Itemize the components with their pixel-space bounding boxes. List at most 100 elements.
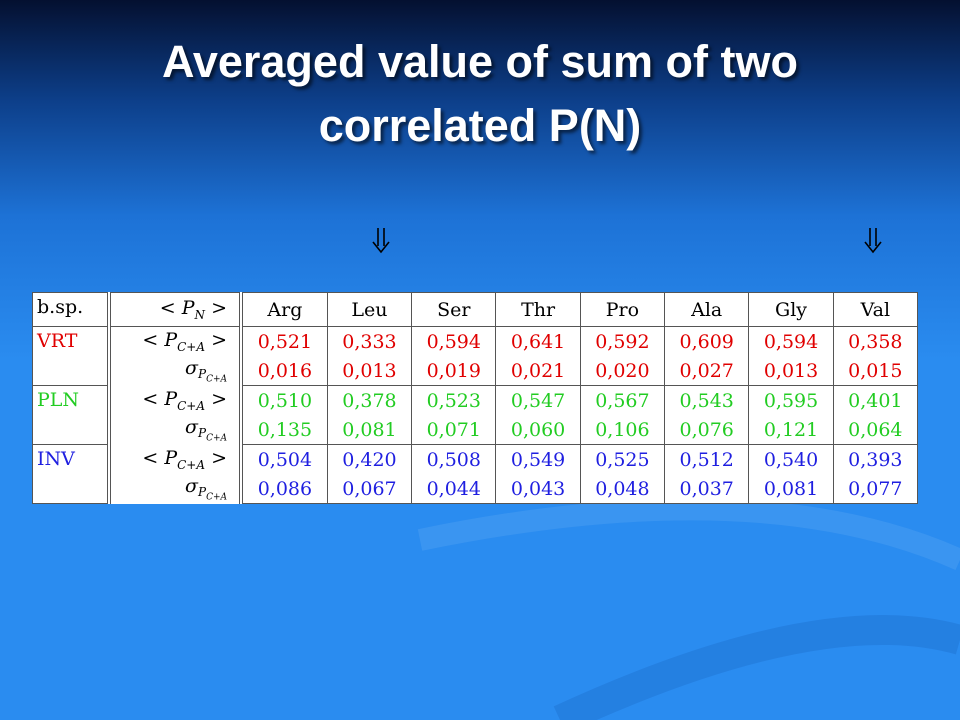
subscript-text: C+A	[206, 374, 227, 385]
value-cell: 0,595	[748, 385, 834, 415]
value-cell: 0,077	[832, 474, 919, 504]
column-header: Val	[832, 292, 919, 327]
row-label: < PC+A >	[107, 385, 242, 415]
symbol: P	[181, 297, 195, 320]
bracket: <	[159, 297, 176, 320]
bracket: >	[211, 446, 227, 469]
subscript: C+A	[177, 340, 205, 354]
title-line: correlated P(N)	[318, 100, 642, 151]
value-cell: 0,378	[326, 385, 413, 415]
value-cell: 0,594	[411, 326, 497, 356]
down-arrow	[864, 228, 882, 254]
subsubscript: C+A	[206, 375, 227, 385]
group-name: PLN	[32, 385, 110, 445]
subscript-text: C+A	[177, 339, 206, 354]
value-cell: 0,019	[411, 356, 497, 386]
bracket: >	[211, 387, 227, 410]
symbol: σ	[185, 415, 198, 438]
bracket: <	[142, 387, 159, 410]
value-cell: 0,525	[579, 444, 666, 474]
symbol: P	[164, 446, 178, 469]
group-name: VRT	[32, 326, 110, 386]
value-cell: 0,013	[748, 356, 834, 386]
subscript-text: C+A	[206, 433, 227, 444]
value-cell: 0,020	[579, 356, 666, 386]
data-table: b.sp. < PN > Arg Leu Ser Thr Pro Ala Gly Val VRT < …	[32, 292, 919, 504]
column-header: Ser	[411, 292, 497, 327]
row-label: σPC+A	[107, 415, 242, 445]
subscript: PC+A	[197, 426, 227, 443]
subscript-symbol: P	[197, 426, 207, 441]
value-cell: 0,521	[238, 326, 328, 356]
row-label: < PC+A >	[107, 444, 242, 474]
swoosh	[553, 615, 960, 720]
bracket: <	[142, 329, 159, 352]
subscript: PC+A	[197, 367, 227, 384]
value-cell: 0,081	[326, 415, 413, 445]
column-header: Ala	[664, 292, 750, 327]
data-row: INV < PC+A >0,504 0,420 0,508 0,549 0,525 0,51…	[32, 444, 919, 504]
value-cell: 0,393	[832, 444, 919, 474]
value-cell: 0,547	[495, 385, 581, 415]
value-cell: 0,543	[664, 385, 750, 415]
value-cell: 0,064	[832, 415, 919, 445]
header-row: b.sp. < PN > Arg Leu Ser Thr Pro Ala Gly Val	[32, 292, 919, 327]
subscript: C+A	[177, 399, 205, 413]
value-cell: 0,540	[748, 444, 834, 474]
value-cell: 0,508	[411, 444, 497, 474]
subscript: N	[195, 308, 206, 322]
column-header: Arg	[238, 292, 328, 327]
corner-cell: b.sp.	[32, 292, 110, 327]
title-line: Averaged value of sum of two	[162, 36, 798, 87]
subscript: PC+A	[197, 485, 227, 502]
value-cell: 0,523	[411, 385, 497, 415]
subscript-text: N	[194, 307, 206, 322]
value-cell: 0,641	[495, 326, 581, 356]
arrows	[372, 228, 882, 254]
symbol: σ	[185, 356, 198, 379]
bracket: >	[211, 297, 227, 320]
value-cell: 0,594	[748, 326, 834, 356]
bracket: >	[211, 329, 227, 352]
symbol: P	[164, 387, 178, 410]
column-header: Thr	[495, 292, 581, 327]
data-row: VRT < PC+A >0,521 0,333 0,594 0,641 0,592 0,60…	[32, 326, 919, 386]
value-cell: 0,592	[579, 326, 666, 356]
header-label: < PN >	[107, 292, 242, 327]
subscript-symbol: P	[197, 485, 207, 500]
value-cell: 0,015	[832, 356, 919, 386]
value-cell: 0,048	[579, 474, 666, 504]
value-cell: 0,086	[238, 474, 328, 504]
value-cell: 0,021	[495, 356, 581, 386]
column-header: Leu	[326, 292, 413, 327]
row-label: < PC+A >	[107, 326, 242, 356]
value-cell: 0,121	[748, 415, 834, 445]
row-label: σPC+A	[107, 356, 242, 386]
slide-title: Averaged value of sum of two correlated …	[0, 30, 960, 158]
subscript-text: C+A	[177, 457, 206, 472]
subscript-symbol: P	[197, 367, 207, 382]
value-cell: 0,549	[495, 444, 581, 474]
value-cell: 0,071	[411, 415, 497, 445]
value-cell: 0,333	[326, 326, 413, 356]
column-header: Gly	[748, 292, 834, 327]
data-row: σPC+A 0,016 0,013 0,019 0,021 0,020 0,027 0,013…	[33, 356, 919, 386]
value-cell: 0,358	[832, 326, 919, 356]
value-cell: 0,420	[326, 444, 413, 474]
value-cell: 0,106	[579, 415, 666, 445]
subscript: C+A	[177, 458, 205, 472]
value-cell: 0,401	[832, 385, 919, 415]
value-cell: 0,013	[326, 356, 413, 386]
value-cell: 0,044	[411, 474, 497, 504]
value-cell: 0,043	[495, 474, 581, 504]
value-cell: 0,076	[664, 415, 750, 445]
subscript-text: C+A	[177, 398, 206, 413]
down-arrow	[372, 228, 390, 254]
group-name: INV	[32, 444, 110, 504]
data-row: σPC+A 0,135 0,081 0,071 0,060 0,106 0,076 0,121…	[33, 415, 919, 445]
value-cell: 0,016	[238, 356, 328, 386]
subscript-text: C+A	[206, 492, 227, 503]
bracket: <	[142, 446, 159, 469]
value-cell: 0,135	[238, 415, 328, 445]
